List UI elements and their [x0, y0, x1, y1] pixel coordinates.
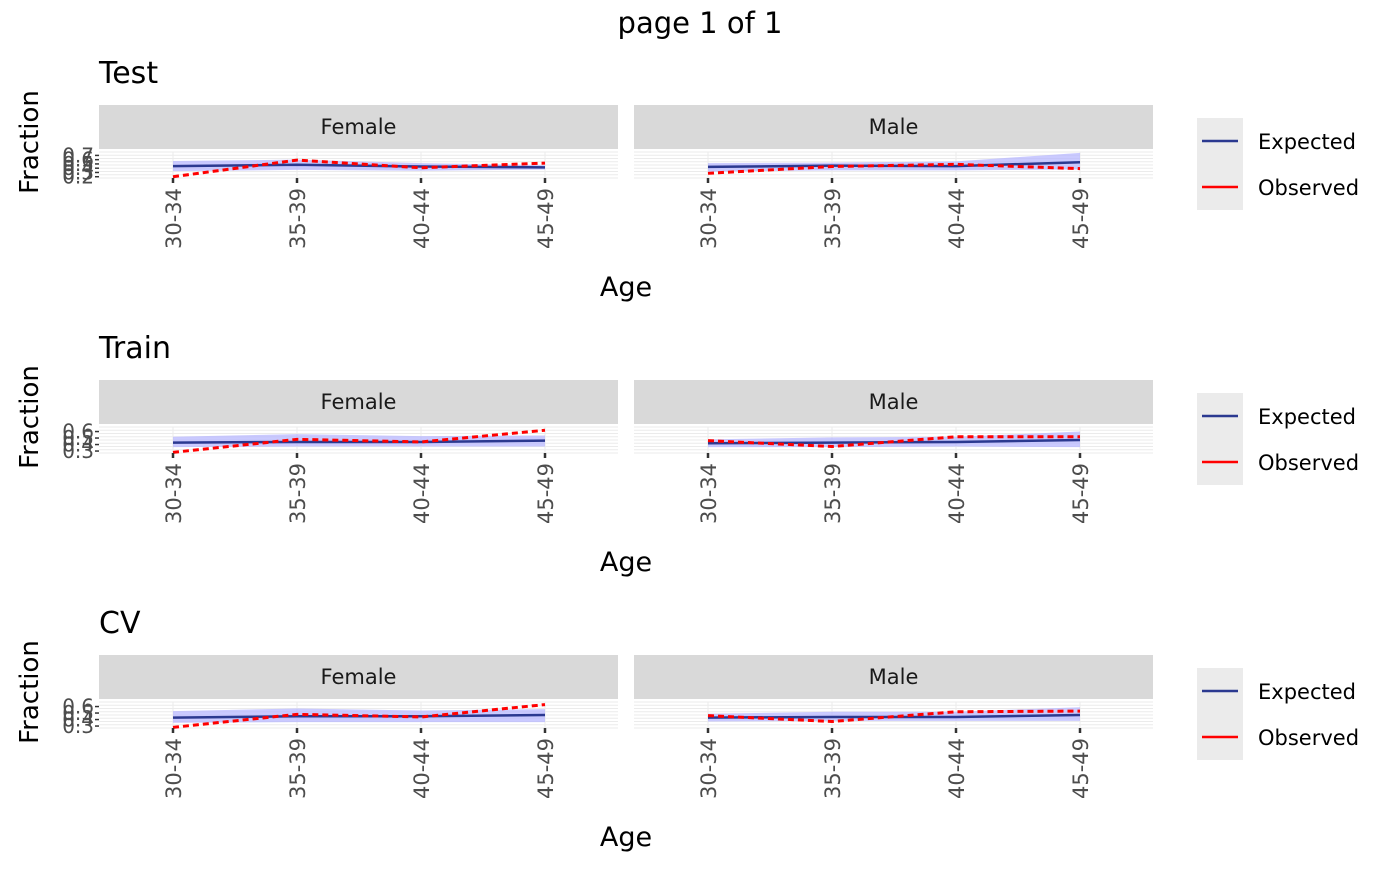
facet-panel-male: Male 30-34 35-39 40-44 45-49 [634, 655, 1153, 799]
facet-panel-female: Female 30-34 35-39 40-44 45-49 [99, 655, 618, 799]
legend-observed-label: Observed [1258, 176, 1359, 200]
legend-expected-label: Expected [1258, 405, 1356, 429]
x-tick-label: 40-44 [410, 188, 434, 249]
legend-key-background [1197, 668, 1243, 760]
y-axis-label: Fraction [15, 90, 45, 194]
facet-panel-female: Female 30-34 35-39 40-44 45-49 [99, 380, 618, 524]
page-title: page 1 of 1 [618, 6, 783, 40]
facet-panel-male: Male 30-34 35-39 40-44 45-49 [634, 380, 1153, 524]
facet-strip-label: Female [321, 390, 397, 414]
x-tick-label: 30-34 [162, 738, 186, 799]
x-tick-label: 45-49 [534, 463, 558, 524]
facet-panel-female: Female 30-34 35-39 40-44 45-49 [99, 105, 618, 249]
legend-observed-label: Observed [1258, 726, 1359, 750]
x-tick-label: 35-39 [286, 463, 310, 524]
chart-title: CV [99, 606, 141, 641]
x-axis-label: Age [600, 822, 652, 853]
x-tick-label: 40-44 [945, 188, 969, 249]
y-tick-label: 0.6 [62, 695, 94, 719]
x-tick-label: 30-34 [162, 188, 186, 249]
x-tick-label: 45-49 [1069, 738, 1093, 799]
x-tick-label: 30-34 [697, 463, 721, 524]
y-tick-label: 0.7 [62, 143, 94, 167]
x-tick-label: 45-49 [1069, 463, 1093, 524]
x-tick-label: 30-34 [697, 188, 721, 249]
x-tick-label: 40-44 [945, 463, 969, 524]
x-tick-label: 35-39 [821, 738, 845, 799]
x-tick-label: 35-39 [286, 188, 310, 249]
legend-observed-label: Observed [1258, 451, 1359, 475]
x-tick-label: 35-39 [286, 738, 310, 799]
x-tick-label: 30-34 [697, 738, 721, 799]
legend: Expected Observed [1197, 118, 1359, 210]
x-tick-label: 35-39 [821, 188, 845, 249]
x-tick-label: 45-49 [534, 738, 558, 799]
x-tick-label: 30-34 [162, 463, 186, 524]
legend-expected-label: Expected [1258, 130, 1356, 154]
facet-strip-label: Male [869, 665, 919, 689]
legend: Expected Observed [1197, 393, 1359, 485]
chart-title: Test [98, 56, 158, 91]
facet-strip-label: Female [321, 115, 397, 139]
chart-title: Train [98, 331, 171, 366]
x-tick-label: 40-44 [945, 738, 969, 799]
legend: Expected Observed [1197, 668, 1359, 760]
facet-strip-label: Male [869, 390, 919, 414]
facet-panel-male: Male 30-34 35-39 40-44 45-49 [634, 105, 1153, 249]
y-axis-label: Fraction [15, 365, 45, 469]
y-axis-label: Fraction [15, 640, 45, 744]
legend-expected-label: Expected [1258, 680, 1356, 704]
x-tick-label: 35-39 [821, 463, 845, 524]
x-axis-label: Age [600, 272, 652, 303]
legend-key-background [1197, 393, 1243, 485]
x-tick-label: 45-49 [1069, 188, 1093, 249]
facet-strip-label: Female [321, 665, 397, 689]
legend-key-background [1197, 118, 1243, 210]
x-tick-label: 45-49 [534, 188, 558, 249]
facet-strip-label: Male [869, 115, 919, 139]
y-tick-label: 0.6 [62, 420, 94, 444]
x-tick-label: 40-44 [410, 463, 434, 524]
x-axis-label: Age [600, 547, 652, 578]
x-tick-label: 40-44 [410, 738, 434, 799]
